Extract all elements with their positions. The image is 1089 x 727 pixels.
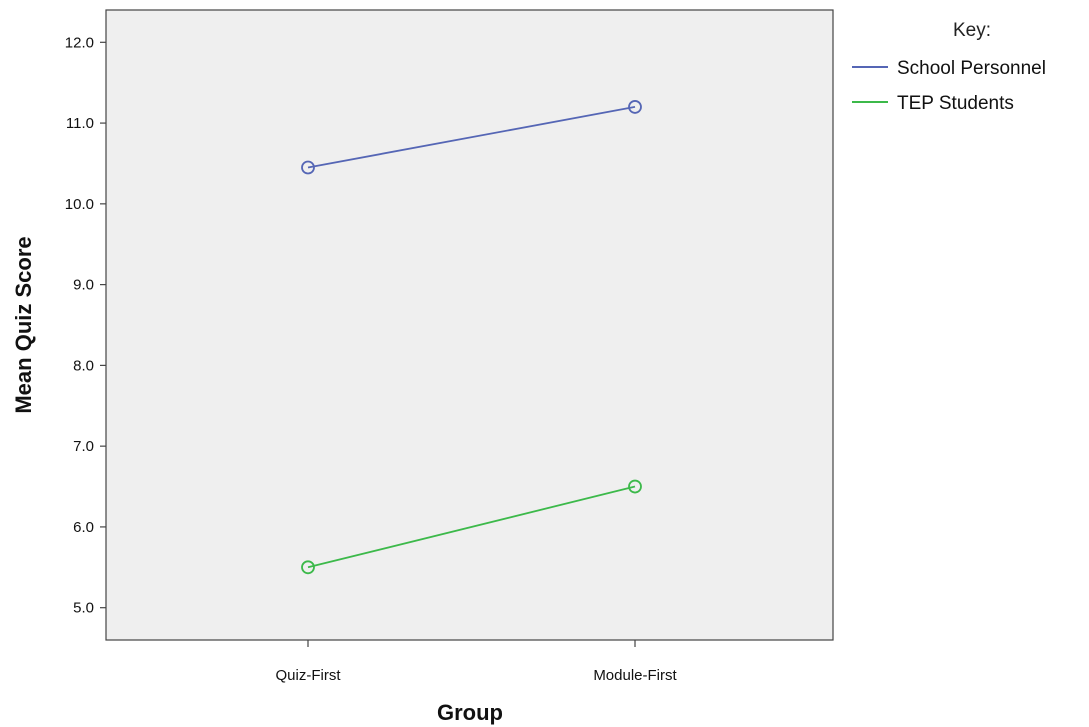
data-point-marker — [301, 160, 315, 175]
y-tick-label: 10.0 — [65, 196, 94, 213]
y-axis: 5.0 6.0 7.0 8.0 9.0 10.0 11.0 12.0 — [65, 34, 106, 617]
y-tick-label: 6.0 — [73, 519, 94, 536]
legend-title: Key: — [953, 20, 991, 41]
y-tick-label: 8.0 — [73, 357, 94, 374]
series-line — [307, 485, 636, 569]
data-point-marker — [301, 560, 315, 575]
y-tick-label: 11.0 — [66, 115, 94, 132]
y-tick-label: 5.0 — [73, 600, 94, 617]
legend-item: TEP Students — [852, 93, 1014, 114]
x-axis-title: Group — [437, 700, 503, 725]
legend: Key: School Personnel TEP Students — [852, 20, 1046, 114]
plot-area — [105, 9, 834, 641]
y-tick-label: 7.0 — [73, 438, 94, 455]
x-tick-label: Quiz-First — [276, 667, 342, 684]
x-tick-label: Module-First — [593, 667, 677, 684]
data-point-marker — [628, 479, 642, 494]
y-tick-label: 9.0 — [73, 277, 94, 294]
legend-item: School Personnel — [852, 58, 1046, 79]
legend-label: TEP Students — [897, 93, 1014, 114]
series-layer — [301, 100, 642, 575]
data-point-marker — [628, 100, 642, 114]
series-line — [307, 106, 636, 169]
y-tick-label: 12.0 — [65, 34, 94, 51]
x-axis: Quiz-First Module-First — [276, 640, 678, 684]
legend-label: School Personnel — [897, 58, 1046, 79]
y-axis-title: Mean Quiz Score — [11, 236, 36, 413]
